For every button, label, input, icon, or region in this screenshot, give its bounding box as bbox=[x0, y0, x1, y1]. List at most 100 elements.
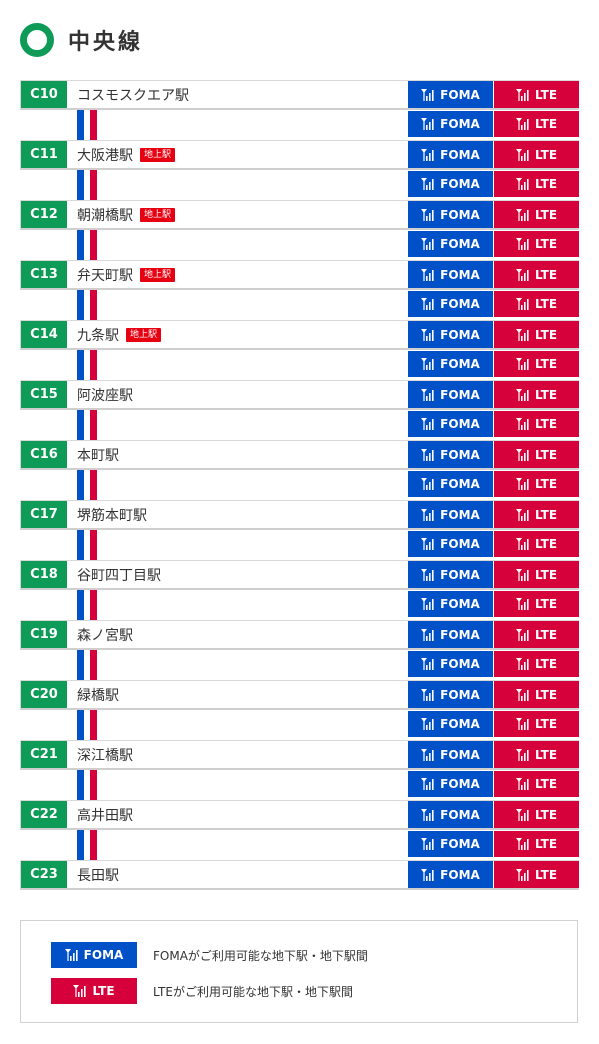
lte-label: LTE bbox=[534, 177, 558, 191]
antenna-icon bbox=[421, 238, 435, 250]
foma-coverage-bar bbox=[77, 470, 84, 500]
lte-tag: LTE bbox=[494, 531, 579, 557]
legend-foma-tag: FOMA bbox=[51, 942, 137, 968]
lte-coverage-bar bbox=[90, 170, 97, 200]
antenna-icon bbox=[515, 508, 530, 521]
foma-label: FOMA bbox=[440, 507, 480, 522]
lte-label: LTE bbox=[534, 507, 558, 522]
between-station-section: FOMA LTE bbox=[20, 590, 579, 620]
lte-tag: LTE bbox=[494, 141, 579, 168]
antenna-icon bbox=[515, 568, 530, 581]
section-signal-tags: FOMA LTE bbox=[408, 231, 579, 257]
section-signal-tags: FOMA LTE bbox=[408, 411, 579, 437]
lte-coverage-bar bbox=[90, 110, 97, 140]
foma-tag: FOMA bbox=[408, 231, 493, 257]
station-name: 谷町四丁目駅 bbox=[77, 567, 161, 584]
station-code: C14 bbox=[21, 321, 67, 348]
antenna-icon bbox=[515, 328, 530, 341]
lte-label: LTE bbox=[534, 207, 558, 222]
foma-coverage-bar bbox=[77, 410, 84, 440]
lte-tag: LTE bbox=[494, 801, 579, 828]
antenna-icon bbox=[421, 598, 435, 610]
lte-label: LTE bbox=[534, 117, 558, 131]
antenna-icon bbox=[421, 268, 435, 281]
section-signal-tags: FOMA LTE bbox=[408, 291, 579, 317]
antenna-icon bbox=[515, 418, 530, 430]
foma-tag: FOMA bbox=[408, 741, 493, 768]
station-name: コスモスクエア駅 bbox=[77, 87, 189, 104]
lte-tag: LTE bbox=[494, 681, 579, 708]
foma-label: FOMA bbox=[440, 687, 480, 702]
station-name: 森ノ宮駅 bbox=[77, 627, 133, 644]
foma-label: FOMA bbox=[440, 297, 480, 311]
lte-coverage-bar bbox=[90, 350, 97, 380]
foma-label: FOMA bbox=[440, 207, 480, 222]
station-name-wrap: 森ノ宮駅 bbox=[77, 621, 133, 648]
foma-label: FOMA bbox=[440, 147, 480, 162]
lte-label: LTE bbox=[534, 87, 558, 102]
lte-tag: LTE bbox=[494, 111, 579, 137]
antenna-icon bbox=[515, 838, 530, 850]
station-name-wrap: 緑橋駅 bbox=[77, 681, 119, 708]
station-code: C19 bbox=[21, 621, 67, 648]
foma-tag: FOMA bbox=[408, 561, 493, 588]
between-station-section: FOMA LTE bbox=[20, 470, 579, 500]
antenna-icon bbox=[421, 208, 435, 221]
between-station-section: FOMA LTE bbox=[20, 830, 579, 860]
foma-coverage-bar bbox=[77, 350, 84, 380]
foma-label: FOMA bbox=[440, 627, 480, 642]
foma-label: FOMA bbox=[440, 447, 480, 462]
antenna-icon bbox=[515, 268, 530, 281]
station-code: C16 bbox=[21, 441, 67, 468]
coverage-bars bbox=[77, 470, 99, 500]
foma-tag: FOMA bbox=[408, 531, 493, 557]
antenna-icon bbox=[421, 868, 435, 881]
ground-station-badge: 地上駅 bbox=[140, 267, 176, 282]
lte-label: LTE bbox=[534, 537, 558, 551]
foma-tag: FOMA bbox=[408, 651, 493, 677]
lte-label: LTE bbox=[534, 687, 558, 702]
antenna-icon bbox=[515, 688, 530, 701]
antenna-icon bbox=[421, 838, 435, 850]
station-name: 緑橋駅 bbox=[77, 687, 119, 704]
lte-label: LTE bbox=[534, 627, 558, 642]
foma-coverage-bar bbox=[77, 650, 84, 680]
lte-tag: LTE bbox=[494, 831, 579, 857]
station-name: 深江橋駅 bbox=[77, 747, 133, 764]
coverage-bars bbox=[77, 170, 99, 200]
antenna-icon bbox=[515, 538, 530, 550]
section-signal-tags: FOMA LTE bbox=[408, 111, 579, 137]
station-row: C21 深江橋駅 FOMA LTE bbox=[20, 740, 579, 770]
lte-label: LTE bbox=[534, 777, 558, 791]
lte-coverage-bar bbox=[90, 470, 97, 500]
station-row: C16 本町駅 FOMA LTE bbox=[20, 440, 579, 470]
lte-label: LTE bbox=[534, 387, 558, 402]
station-signal-tags: FOMA LTE bbox=[408, 81, 579, 108]
station-row: C13 弁天町駅 地上駅 FOMA LTE bbox=[20, 260, 579, 290]
antenna-icon bbox=[515, 298, 530, 310]
station-name: 大阪港駅 bbox=[77, 147, 133, 164]
antenna-icon bbox=[515, 868, 530, 881]
station-code: C10 bbox=[21, 81, 67, 108]
foma-label: FOMA bbox=[440, 597, 480, 611]
antenna-icon bbox=[421, 808, 435, 821]
station-signal-tags: FOMA LTE bbox=[408, 501, 579, 528]
lte-tag: LTE bbox=[494, 351, 579, 377]
lte-label: LTE bbox=[534, 237, 558, 251]
antenna-icon bbox=[515, 778, 530, 790]
station-code: C18 bbox=[21, 561, 67, 588]
foma-coverage-bar bbox=[77, 230, 84, 260]
station-row: C19 森ノ宮駅 FOMA LTE bbox=[20, 620, 579, 650]
station-name-wrap: 堺筋本町駅 bbox=[77, 501, 147, 528]
between-station-section: FOMA LTE bbox=[20, 530, 579, 560]
antenna-icon bbox=[421, 298, 435, 310]
station-signal-tags: FOMA LTE bbox=[408, 861, 579, 888]
lte-label: LTE bbox=[534, 597, 558, 611]
station-name-wrap: コスモスクエア駅 bbox=[77, 81, 189, 108]
lte-tag: LTE bbox=[494, 441, 579, 468]
station-signal-tags: FOMA LTE bbox=[408, 381, 579, 408]
antenna-icon bbox=[515, 478, 530, 490]
station-code: C22 bbox=[21, 801, 67, 828]
coverage-bars bbox=[77, 350, 99, 380]
antenna-icon bbox=[73, 985, 87, 997]
